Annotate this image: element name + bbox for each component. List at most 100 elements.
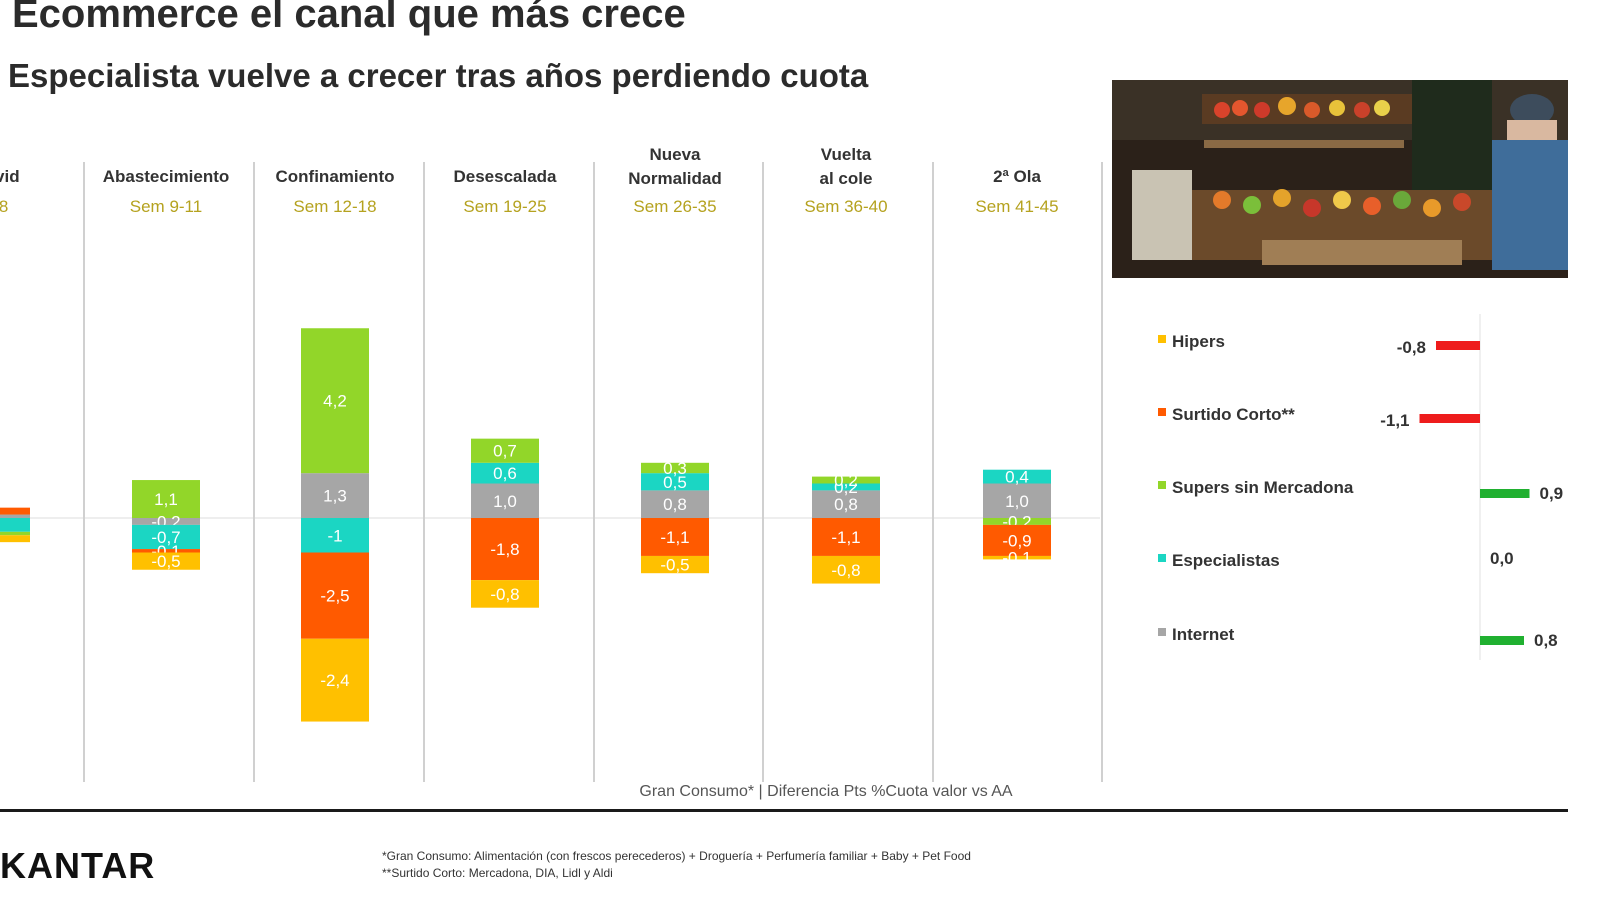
bar-segment-3-2	[471, 438, 539, 463]
bar-segment-5-3	[812, 483, 880, 491]
bar-segment-3-4	[471, 483, 539, 518]
side-bar-1	[1419, 414, 1480, 423]
data-label-4-3: 0,5	[663, 473, 687, 492]
kantar-logo: KANTAR	[0, 845, 156, 886]
bar-segment-0-3	[0, 518, 30, 532]
bar-segment-1-3	[132, 524, 200, 550]
period-name-1: Abastecimiento	[103, 167, 230, 186]
data-label-2-0: -2,4	[320, 671, 349, 690]
footnote-gran-consumo: *Gran Consumo: Alimentación (con frescos…	[382, 849, 971, 863]
data-label-2-3: -1	[327, 526, 342, 545]
bar-segment-2-0	[301, 638, 369, 722]
bar-segment-6-1	[983, 524, 1051, 556]
bar-segment-0-2	[0, 531, 30, 536]
data-label-4-2: 0,3	[663, 459, 687, 478]
data-label-6-3: 0,4	[1005, 468, 1029, 487]
data-label-6-0: -0,1	[1002, 549, 1031, 568]
legend-swatch-0	[1158, 335, 1166, 343]
side-label-2: 0,9	[1540, 484, 1564, 503]
legend-label-0: Hipers	[1172, 332, 1225, 351]
bar-segment-1-1	[132, 549, 200, 553]
side-bar-4	[1480, 636, 1524, 645]
page-subtitle: Especialista vuelve a crecer tras años p…	[8, 57, 869, 94]
legend-swatch-2	[1158, 481, 1166, 489]
data-label-4-4: 0,8	[663, 495, 687, 514]
bar-segment-4-0	[641, 555, 709, 574]
legend-swatch-1	[1158, 408, 1166, 416]
data-label-3-4: 1,0	[493, 492, 517, 511]
data-label-4-0: -0,5	[660, 556, 689, 575]
data-label-6-4: 1,0	[1005, 492, 1029, 511]
bar-segment-6-3	[983, 469, 1051, 484]
bar-segment-5-0	[812, 555, 880, 584]
bar-segment-4-2	[641, 462, 709, 474]
period-name-0: Covid	[0, 167, 20, 186]
data-label-5-0: -0,8	[831, 561, 860, 580]
legend-label-4: Internet	[1172, 625, 1235, 644]
period-sub-0: 1-8	[0, 197, 8, 216]
period-name-5-line1: Vuelta	[821, 145, 872, 164]
period-sub-1: Sem 9-11	[130, 197, 202, 216]
bar-segment-5-1	[812, 518, 880, 556]
bar-segment-3-0	[471, 580, 539, 608]
period-sub-5: Sem 36-40	[804, 197, 887, 216]
period-sub-4: Sem 26-35	[633, 197, 716, 216]
data-label-3-2: 0,7	[493, 442, 517, 461]
legend-swatch-3	[1158, 554, 1166, 562]
data-label-2-2: 4,2	[323, 392, 347, 411]
period-name-2: Confinamiento	[276, 167, 395, 186]
page-title: Ecommerce el canal que más crece	[12, 0, 686, 36]
period-name-6: 2ª Ola	[993, 167, 1041, 186]
side-label-0: -0,8	[1397, 338, 1426, 357]
bar-segment-2-1	[301, 552, 369, 639]
period-name-4-line2: Normalidad	[628, 169, 722, 188]
bar-segment-6-4	[983, 483, 1051, 518]
legend-swatch-4	[1158, 628, 1166, 636]
bar-segment-4-4	[641, 490, 709, 518]
period-name-3: Desescalada	[453, 167, 557, 186]
data-label-5-1: -1,1	[831, 528, 860, 547]
legend-label-2: Supers sin Mercadona	[1172, 478, 1354, 497]
bar-segment-0-0	[0, 535, 30, 543]
bar-segment-2-2	[301, 328, 369, 474]
bar-segment-2-3	[301, 518, 369, 553]
data-label-5-2: 0,2	[834, 471, 858, 490]
bar-segment-3-1	[471, 518, 539, 581]
bar-segment-5-4	[812, 490, 880, 518]
data-label-1-2: 1,1	[154, 490, 178, 509]
period-name-5-line2: al cole	[820, 169, 873, 188]
data-label-3-1: -1,8	[490, 540, 519, 559]
bar-segment-5-2	[812, 476, 880, 484]
data-label-5-4: 0,8	[834, 495, 858, 514]
footnote-surtido-corto: **Surtido Corto: Mercadona, DIA, Lidl y …	[382, 866, 613, 880]
bar-segment-6-0	[983, 555, 1051, 560]
side-label-3: 0,0	[1490, 549, 1514, 568]
data-label-1-3: -0,7	[151, 528, 180, 547]
footer-rule	[0, 809, 1568, 812]
legend-label-3: Especialistas	[1172, 551, 1280, 570]
legend-label-1: Surtido Corto**	[1172, 405, 1295, 424]
bar-segment-0-4	[0, 514, 30, 518]
side-bar-2	[1480, 489, 1530, 498]
data-label-6-1: -0,9	[1002, 531, 1031, 550]
data-label-4-1: -1,1	[660, 528, 689, 547]
side-label-4: 0,8	[1534, 631, 1558, 650]
data-label-3-3: 0,6	[493, 464, 517, 483]
data-label-3-0: -0,8	[490, 585, 519, 604]
chart-caption: Gran Consumo* | Diferencia Pts %Cuota va…	[639, 783, 1013, 800]
bar-segment-4-3	[641, 473, 709, 491]
period-name-4-line1: Nueva	[649, 145, 701, 164]
data-label-1-0: -0,5	[151, 552, 180, 571]
bar-segment-1-2	[132, 480, 200, 518]
bar-segment-6-2	[983, 518, 1051, 525]
bar-segment-0-1	[0, 507, 30, 515]
side-label-1: -1,1	[1380, 411, 1409, 430]
bar-segment-1-0	[132, 552, 200, 570]
period-sub-6: Sem 41-45	[975, 197, 1058, 216]
data-label-2-1: -2,5	[320, 587, 349, 606]
bar-segment-1-4	[132, 518, 200, 525]
period-sub-3: Sem 19-25	[463, 197, 546, 216]
bar-segment-4-1	[641, 518, 709, 556]
bar-segment-3-3	[471, 462, 539, 484]
